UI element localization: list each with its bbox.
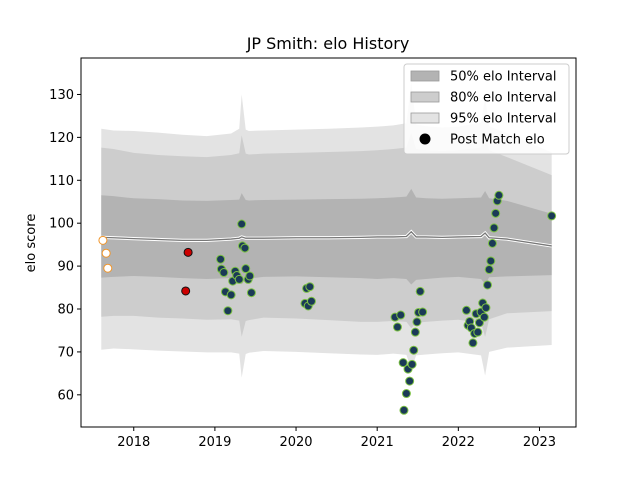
post-match-point [392, 322, 402, 332]
y-tick-label: 80 [57, 303, 74, 318]
post-match-point [410, 327, 420, 337]
legend-entry-95-swatch [410, 112, 440, 124]
post-match-point [484, 265, 494, 275]
post-match-point [396, 310, 406, 320]
post-match-point [415, 286, 425, 296]
x-tick-label: 2022 [442, 435, 475, 450]
y-tick-label: 120 [49, 131, 74, 146]
y-axis-label: elo score [24, 214, 39, 273]
post-match-point [479, 312, 489, 322]
post-match-point [483, 280, 493, 290]
post-match-point [306, 296, 316, 306]
legend-entry-post-match-marker [419, 133, 431, 145]
plot-frame [80, 57, 577, 428]
red-point [181, 286, 191, 296]
x-tick-label: 2018 [117, 435, 150, 450]
pre-rating-point [98, 235, 108, 245]
post-match-point [234, 274, 244, 284]
post-match-point [468, 338, 478, 348]
legend-box [403, 63, 570, 155]
post-match-point [418, 307, 428, 317]
post-match-point [487, 238, 497, 248]
y-tick-label: 130 [49, 88, 74, 103]
legend-entry-50-swatch [410, 70, 440, 82]
post-match-point [486, 256, 496, 266]
y-tick-label: 90 [57, 260, 74, 275]
post-match-point [473, 327, 483, 337]
x-tick-label: 2023 [523, 435, 556, 450]
post-match-point [398, 358, 408, 368]
median-line [101, 230, 552, 247]
post-match-point [246, 288, 256, 298]
post-match-point [547, 211, 557, 221]
post-match-point [401, 389, 411, 399]
post-match-point [226, 290, 236, 300]
y-tick-label: 100 [49, 217, 74, 232]
post-match-point [494, 190, 504, 200]
post-match-point [237, 219, 247, 229]
post-match-point [407, 359, 417, 369]
post-match-point [240, 243, 250, 253]
post-match-point [405, 376, 415, 386]
pre-rating-point [103, 263, 113, 273]
y-tick-label: 70 [57, 345, 74, 360]
legend-entry-80-label: 80% elo Interval [450, 91, 557, 106]
chart-title: JP Smith: elo History [246, 34, 410, 53]
post-match-point [216, 254, 226, 264]
legend-entry-50-label: 50% elo Interval [450, 70, 557, 85]
post-match-point [489, 223, 499, 233]
post-match-point [399, 405, 409, 415]
post-match-point [241, 264, 251, 274]
post-match-point [223, 306, 233, 316]
post-match-point [481, 303, 491, 313]
x-tick-label: 2019 [198, 435, 231, 450]
legend: 50% elo Interval 80% elo Interval 95% elo … [403, 63, 570, 155]
post-match-point [409, 345, 419, 355]
red-point [183, 247, 193, 257]
post-match-point [245, 271, 255, 281]
y-tick-label: 60 [57, 388, 74, 403]
pre-rating-point [101, 248, 111, 258]
plot-content [98, 81, 557, 415]
legend-entry-95-label: 95% elo Interval [450, 112, 557, 127]
post-match-point [219, 268, 229, 278]
x-tick-label: 2021 [361, 435, 394, 450]
post-match-point [305, 282, 315, 292]
legend-entry-80-swatch [410, 91, 440, 103]
post-match-point [461, 305, 471, 315]
post-match-point [412, 317, 422, 327]
x-tick-label: 2020 [279, 435, 312, 450]
post-match-point [491, 208, 501, 218]
legend-entry-post-match-label: Post Match elo [450, 133, 545, 148]
post-match-point [474, 318, 484, 328]
plot-area: 2018 2019 2020 2021 2022 2023 60 70 80 90 100 110 12… [49, 57, 577, 450]
y-tick-label: 110 [49, 174, 74, 189]
